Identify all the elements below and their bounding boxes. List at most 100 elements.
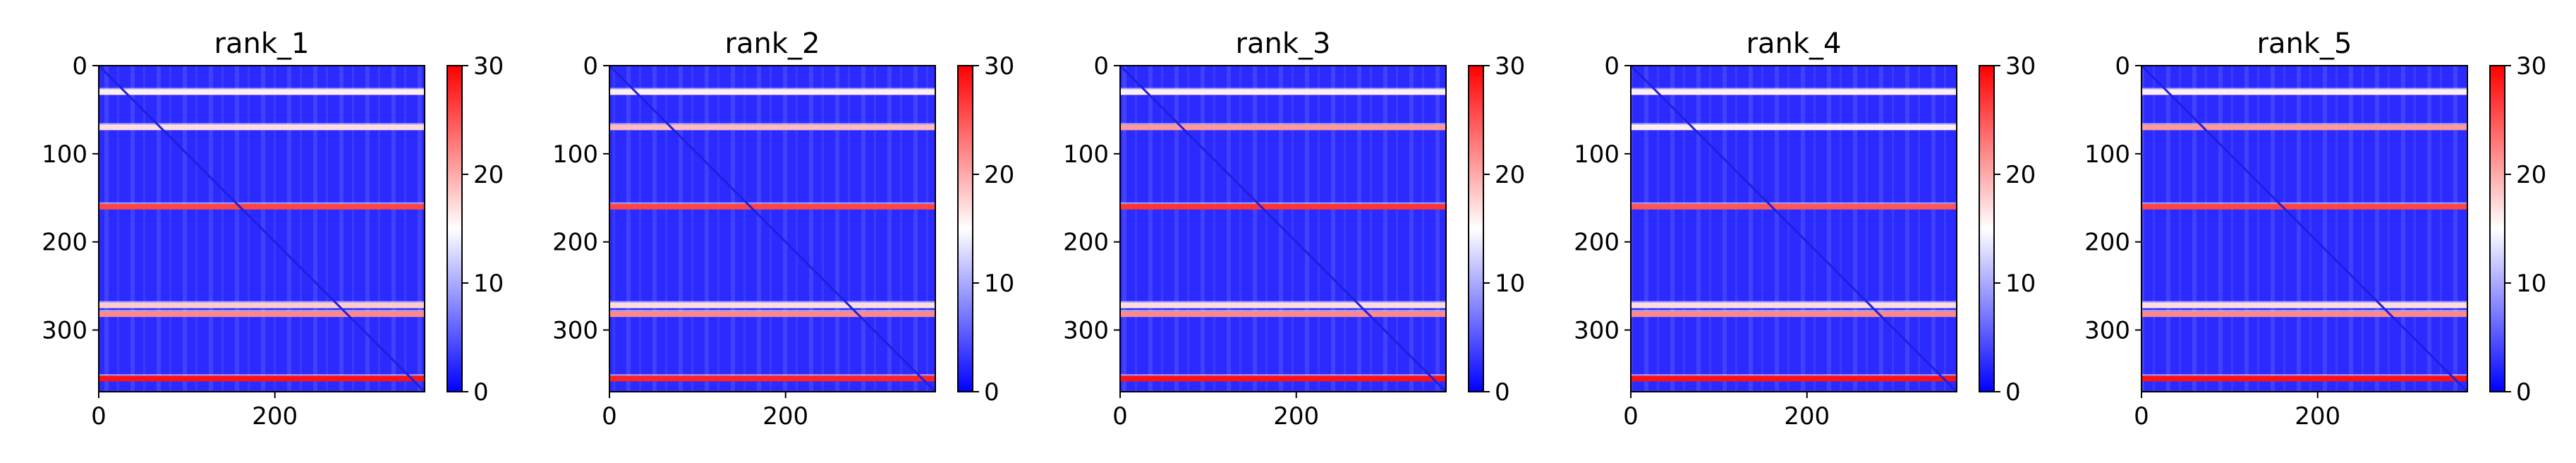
heatmap-band-edge-4: [2141, 301, 2467, 303]
heatmap-band-6: [99, 375, 425, 382]
colorbar: [957, 65, 973, 392]
heatmap-panel-2: rank_2 0 100 200 300 0 200 0 10 20 30: [552, 28, 1014, 431]
heatmap-diagonal: [1631, 66, 1957, 392]
x-tick-label: 0: [602, 402, 617, 431]
heatmap-band-edge-2: [99, 123, 425, 125]
heatmap-band-edge-5: [99, 310, 425, 312]
heatmap-band-2: [99, 124, 425, 131]
heatmap-band-5: [609, 311, 935, 318]
heatmap-band-edge-4: [1120, 301, 1446, 303]
heatmap-band-edge-3: [99, 202, 425, 204]
y-tick-label: 0: [1604, 52, 1620, 80]
colorbar: [2489, 65, 2505, 392]
heatmap-band-3: [609, 203, 935, 210]
heatmap-band-4: [99, 302, 425, 308]
y-tick-label: 300: [42, 317, 87, 345]
heatmap-diagonal: [99, 66, 425, 392]
colorbar: [1468, 65, 1484, 392]
colorbar-tick-label: 20: [2005, 161, 2036, 189]
axes-frame: [1119, 65, 1447, 392]
heatmap-panel-5: rank_5 0 100 200 300 0 200 0 10 20 30: [2084, 28, 2546, 431]
heatmap-band-1: [2141, 89, 2467, 95]
panel-title: rank_4: [1746, 28, 1842, 60]
heatmap-image: [1120, 66, 1446, 392]
colorbar-tick-label: 10: [473, 270, 504, 298]
axes-frame: [98, 65, 425, 392]
heatmap-diagonal: [2141, 66, 2467, 392]
heatmap-band-edge-2: [2141, 123, 2467, 125]
panel-title: rank_5: [2257, 28, 2352, 60]
heatmap-band-edge-5: [1120, 310, 1446, 312]
y-tick-label: 100: [552, 140, 598, 169]
heatmap-band-edge-5: [609, 310, 935, 312]
colorbar-tick-label: 20: [1495, 161, 1525, 189]
y-tick-label: 200: [552, 229, 598, 257]
colorbar-tick-label: 10: [1495, 270, 1525, 298]
heatmap-band-edge-5: [1631, 310, 1957, 312]
heatmap-band-edge-6: [1120, 374, 1446, 376]
heatmap-band-edge-5: [2141, 310, 2467, 312]
y-tick-label: 200: [1063, 229, 1109, 257]
x-tick-label: 200: [1273, 402, 1319, 431]
heatmap-band-edge-6: [609, 374, 935, 376]
heatmap-band-edge-3: [1120, 202, 1446, 204]
heatmap-band-5: [2141, 311, 2467, 318]
y-tick-label: 200: [1574, 229, 1620, 257]
heatmap-band-5: [99, 311, 425, 318]
heatmap-band-edge-1: [609, 88, 935, 90]
colorbar-tick-label: 0: [2005, 378, 2021, 407]
heatmap-band-3: [1120, 203, 1446, 210]
heatmap-band-2: [2141, 124, 2467, 131]
heatmap-band-edge-1: [1631, 88, 1957, 90]
colorbar-tick-label: 30: [984, 52, 1014, 80]
heatmap-band-1: [1120, 89, 1446, 95]
y-tick-label: 300: [2084, 317, 2130, 345]
colorbar-tick-label: 10: [2516, 270, 2546, 298]
x-tick-label: 200: [2295, 402, 2340, 431]
heatmap-band-edge-1: [2141, 88, 2467, 90]
colorbar-tick-label: 10: [984, 270, 1014, 298]
colorbar-tick-label: 30: [2516, 52, 2546, 80]
heatmap-diagonal: [1120, 66, 1446, 392]
colorbar-tick-label: 30: [2005, 52, 2036, 80]
heatmap-image: [99, 66, 425, 392]
colorbar-tick-label: 30: [1495, 52, 1525, 80]
y-tick-label: 300: [1574, 317, 1620, 345]
y-tick-label: 100: [1063, 140, 1109, 169]
heatmap-band-2: [1120, 124, 1446, 131]
heatmap-band-1: [1631, 89, 1957, 95]
colorbar-tick-label: 0: [1495, 378, 1510, 407]
heatmap-band-1: [99, 89, 425, 95]
heatmap-band-edge-1: [1120, 88, 1446, 90]
heatmap-band-3: [2141, 203, 2467, 210]
heatmap-band-6: [1631, 375, 1957, 382]
x-tick-label: 0: [1112, 402, 1128, 431]
x-tick-label: 0: [91, 402, 107, 431]
y-tick-label: 200: [2084, 229, 2130, 257]
y-tick-label: 300: [1063, 317, 1109, 345]
heatmap-image: [1631, 66, 1957, 392]
heatmap-band-3: [99, 203, 425, 210]
heatmap-band-6: [2141, 375, 2467, 382]
x-tick-label: 200: [1784, 402, 1830, 431]
y-tick-label: 100: [1574, 140, 1620, 169]
heatmap-band-edge-4: [99, 301, 425, 303]
colorbar: [1979, 65, 1995, 392]
heatmap-band-edge-2: [1120, 123, 1446, 125]
y-tick-label: 200: [42, 229, 87, 257]
heatmap-band-2: [1631, 124, 1957, 131]
colorbar: [446, 65, 463, 392]
colorbar-tick-label: 0: [984, 378, 1000, 407]
heatmap-band-edge-6: [2141, 374, 2467, 376]
heatmap-image: [2141, 66, 2467, 392]
y-tick-label: 0: [2115, 52, 2130, 80]
heatmap-band-2: [609, 124, 935, 131]
heatmap-band-edge-4: [1631, 301, 1957, 303]
heatmap-band-edge-3: [609, 202, 935, 204]
colorbar-tick-label: 0: [473, 378, 489, 407]
x-tick-label: 200: [763, 402, 808, 431]
heatmap-band-edge-3: [1631, 202, 1957, 204]
y-tick-label: 100: [2084, 140, 2130, 169]
panel-title: rank_3: [1236, 28, 1331, 60]
